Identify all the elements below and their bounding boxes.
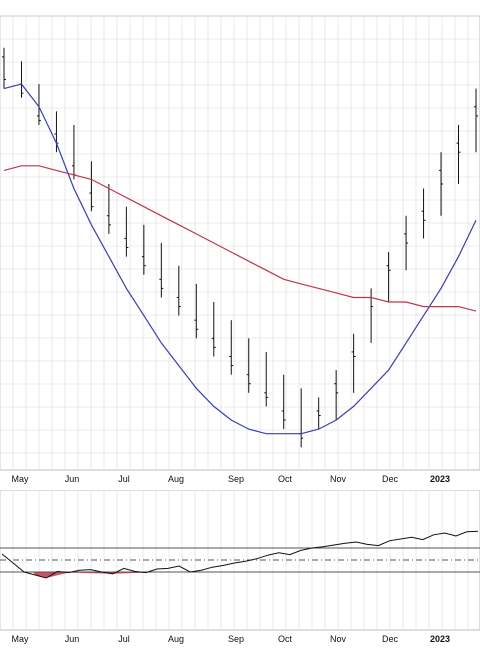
indicator-line — [1, 530, 479, 579]
indicator-panel: May Jun Jul Aug Sep Oct Nov Dec 2023 — [0, 490, 480, 644]
x-axis-tick-label: 2023 — [430, 474, 450, 484]
x-axis-tick-label: Sep — [228, 474, 244, 484]
indicator-oversold-fill — [33, 572, 148, 578]
x-axis-tick-label: Dec — [382, 474, 399, 484]
x-axis-tick-label: Jul — [118, 474, 130, 484]
x-axis-tick-label: May — [11, 634, 29, 644]
x-axis-tick-label: Oct — [278, 474, 293, 484]
x-axis-tick-label: Jul — [118, 634, 130, 644]
x-axis-tick-label: Oct — [278, 634, 293, 644]
moving-average-long-line — [3, 165, 477, 312]
price-plot-area — [0, 15, 480, 471]
moving-average-short-line — [3, 83, 477, 435]
x-axis-tick-label: Jun — [65, 474, 80, 484]
x-axis-tick-label: 2023 — [430, 634, 450, 644]
x-axis-tick-label: Jun — [65, 634, 80, 644]
x-axis-tick-label: Nov — [330, 474, 347, 484]
price-panel: May Jun Jul Aug Sep Oct Nov Dec 2023 — [0, 15, 480, 484]
x-axis-tick-label: May — [11, 474, 29, 484]
x-axis-tick-label: Aug — [168, 474, 184, 484]
x-axis-tick-label: Nov — [330, 634, 347, 644]
x-axis-tick-label: Dec — [382, 634, 399, 644]
x-axis-tick-label: Aug — [168, 634, 184, 644]
x-axis-tick-label: Sep — [228, 634, 244, 644]
